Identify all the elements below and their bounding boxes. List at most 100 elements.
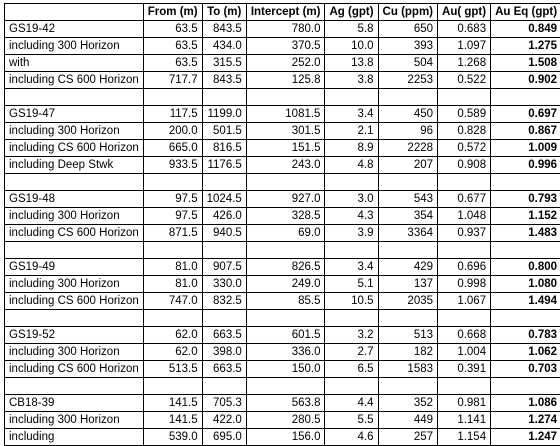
cell-interval: including CS 600 Horizon bbox=[5, 140, 144, 157]
cell-interval: GS19-48 bbox=[5, 191, 144, 208]
cell-to: 1176.5 bbox=[202, 157, 246, 174]
cell-au: 0.696 bbox=[438, 259, 491, 276]
cell-au: 1.268 bbox=[438, 55, 491, 72]
cell-interval: including 300 Horizon bbox=[5, 123, 144, 140]
cell-to: 843.5 bbox=[202, 72, 246, 89]
cell-au: 0.589 bbox=[438, 106, 491, 123]
cell-au-eq: 0.996 bbox=[491, 157, 560, 174]
spacer-cell bbox=[438, 242, 491, 259]
cell-cu: 513 bbox=[378, 327, 437, 344]
cell-interval: including CS 600 Horizon bbox=[5, 225, 144, 242]
drill-results-table: From (m) To (m) Intercept (m) Ag (gpt) C… bbox=[4, 3, 560, 446]
spacer-cell bbox=[491, 89, 560, 106]
cell-from: 747.0 bbox=[143, 293, 202, 310]
cell-to: 1199.0 bbox=[202, 106, 246, 123]
cell-interval: including 300 Horizon bbox=[5, 276, 144, 293]
cell-interval: including CS 600 Horizon bbox=[5, 361, 144, 378]
spacer-cell bbox=[5, 378, 144, 395]
cell-interval: including CS 600 Horizon bbox=[5, 293, 144, 310]
cell-to: 315.5 bbox=[202, 55, 246, 72]
cell-from: 63.5 bbox=[143, 38, 202, 55]
spacer-cell bbox=[246, 89, 325, 106]
spacer-row bbox=[5, 378, 560, 395]
cell-cu: 182 bbox=[378, 344, 437, 361]
cell-intercept: 280.5 bbox=[246, 412, 325, 429]
spacer-cell bbox=[202, 89, 246, 106]
cell-au-eq: 1.086 bbox=[491, 395, 560, 412]
spacer-cell bbox=[5, 89, 144, 106]
cell-interval: GS19-52 bbox=[5, 327, 144, 344]
cell-au-eq: 1.483 bbox=[491, 225, 560, 242]
cell-intercept: 370.5 bbox=[246, 38, 325, 55]
header-hole-id bbox=[5, 4, 144, 21]
cell-to: 940.5 bbox=[202, 225, 246, 242]
spacer-cell bbox=[378, 378, 437, 395]
cell-au-eq: 0.867 bbox=[491, 123, 560, 140]
cell-ag: 5.5 bbox=[325, 412, 378, 429]
cell-from: 200.0 bbox=[143, 123, 202, 140]
spacer-cell bbox=[378, 310, 437, 327]
cell-to: 907.5 bbox=[202, 259, 246, 276]
cell-ag: 2.1 bbox=[325, 123, 378, 140]
cell-intercept: 826.5 bbox=[246, 259, 325, 276]
spacer-cell bbox=[438, 310, 491, 327]
cell-cu: 449 bbox=[378, 412, 437, 429]
spacer-cell bbox=[5, 242, 144, 259]
cell-ag: 5.8 bbox=[325, 21, 378, 38]
spacer-cell bbox=[143, 378, 202, 395]
cell-interval: including 300 Horizon bbox=[5, 344, 144, 361]
cell-interval: CB18-39 bbox=[5, 395, 144, 412]
cell-ag: 4.6 bbox=[325, 429, 378, 446]
cell-cu: 2253 bbox=[378, 72, 437, 89]
spacer-cell bbox=[378, 174, 437, 191]
cell-from: 141.5 bbox=[143, 412, 202, 429]
cell-from: 62.0 bbox=[143, 327, 202, 344]
cell-au: 0.572 bbox=[438, 140, 491, 157]
spacer-row bbox=[5, 242, 560, 259]
cell-to: 843.5 bbox=[202, 21, 246, 38]
cell-intercept: 150.0 bbox=[246, 361, 325, 378]
cell-au: 0.668 bbox=[438, 327, 491, 344]
cell-au: 0.937 bbox=[438, 225, 491, 242]
cell-au: 0.391 bbox=[438, 361, 491, 378]
cell-ag: 3.0 bbox=[325, 191, 378, 208]
header-ag: Ag (gpt) bbox=[325, 4, 378, 21]
cell-ag: 4.4 bbox=[325, 395, 378, 412]
cell-intercept: 243.0 bbox=[246, 157, 325, 174]
cell-interval: including 300 Horizon bbox=[5, 208, 144, 225]
cell-ag: 4.8 bbox=[325, 157, 378, 174]
cell-ag: 2.7 bbox=[325, 344, 378, 361]
cell-au: 0.998 bbox=[438, 276, 491, 293]
cell-cu: 429 bbox=[378, 259, 437, 276]
cell-from: 933.5 bbox=[143, 157, 202, 174]
cell-cu: 2035 bbox=[378, 293, 437, 310]
drill-results-table-container: From (m) To (m) Intercept (m) Ag (gpt) C… bbox=[4, 3, 560, 446]
header-row: From (m) To (m) Intercept (m) Ag (gpt) C… bbox=[5, 4, 560, 21]
cell-ag: 3.4 bbox=[325, 259, 378, 276]
cell-cu: 257 bbox=[378, 429, 437, 446]
cell-au: 1.048 bbox=[438, 208, 491, 225]
cell-au: 0.522 bbox=[438, 72, 491, 89]
cell-from: 665.0 bbox=[143, 140, 202, 157]
spacer-cell bbox=[202, 242, 246, 259]
cell-au: 1.141 bbox=[438, 412, 491, 429]
cell-interval: including bbox=[5, 429, 144, 446]
cell-from: 513.5 bbox=[143, 361, 202, 378]
cell-au: 0.908 bbox=[438, 157, 491, 174]
cell-ag: 8.9 bbox=[325, 140, 378, 157]
spacer-cell bbox=[438, 378, 491, 395]
spacer-cell bbox=[491, 174, 560, 191]
cell-intercept: 249.0 bbox=[246, 276, 325, 293]
cell-au-eq: 1.508 bbox=[491, 55, 560, 72]
cell-to: 434.0 bbox=[202, 38, 246, 55]
spacer-cell bbox=[438, 89, 491, 106]
spacer-row bbox=[5, 89, 560, 106]
cell-cu: 207 bbox=[378, 157, 437, 174]
cell-au: 0.981 bbox=[438, 395, 491, 412]
